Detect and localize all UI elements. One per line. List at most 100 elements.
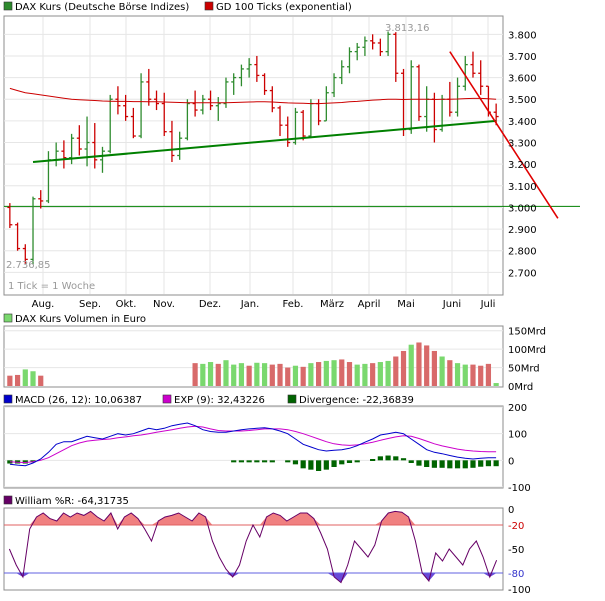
- volume-tick-label: 50Mrd: [508, 364, 540, 375]
- williams-tick-label: -80: [508, 569, 524, 580]
- volume-bar: [362, 363, 368, 386]
- divergence-bar: [292, 460, 299, 465]
- price-tick-label: 3.700: [508, 52, 537, 63]
- macd-tick-label: 200: [508, 403, 527, 414]
- divergence-bar: [478, 460, 484, 467]
- volume-bar: [400, 350, 407, 386]
- volume-tick-label: 100Mrd: [508, 345, 546, 356]
- legend-swatch-gd100: [204, 1, 214, 11]
- ohlc-bar: [231, 73, 237, 95]
- volume-bar: [493, 383, 499, 386]
- volume-bar: [14, 374, 21, 386]
- tick-note: 1 Tick = 1 Woche: [8, 281, 95, 292]
- legend-label-dax: DAX Kurs (Deutsche Börse Indizes): [15, 2, 189, 13]
- price-tick-label: 2.900: [508, 225, 537, 236]
- divergence-bar: [331, 460, 337, 467]
- divergence-bar: [462, 460, 468, 469]
- volume-bar: [269, 364, 275, 386]
- ohlc-bar: [146, 68, 152, 106]
- price-legend: DAX Kurs (Deutsche Börse Indizes) GD 100…: [3, 1, 352, 13]
- ohlc-bar: [346, 47, 352, 74]
- divergence-bar: [377, 456, 383, 461]
- gd100-line: [9, 87, 497, 105]
- volume-bar: [22, 369, 28, 386]
- volume-bar: [485, 363, 492, 386]
- legend-label-divergence: Divergence: -22,36839: [299, 395, 414, 406]
- ohlc-bar: [99, 146, 105, 173]
- divergence-bar: [485, 460, 492, 467]
- ohlc-bar: [215, 97, 221, 121]
- volume-bar: [292, 365, 299, 386]
- williams-line: [8, 510, 498, 584]
- price-tick-label: 2.700: [508, 268, 537, 279]
- signal-line: [9, 425, 497, 464]
- support-trendline: [32, 119, 497, 163]
- volume-bar: [339, 359, 345, 386]
- divergence-bar: [308, 460, 314, 470]
- ohlc-bar: [61, 140, 67, 169]
- price-tick-label: 3.000: [508, 203, 537, 214]
- month-tick-label: Juni: [442, 299, 461, 310]
- divergence-bar: [339, 460, 345, 465]
- month-tick-label: Sep.: [79, 299, 101, 310]
- ohlc-bar: [107, 94, 113, 154]
- volume-bar: [323, 360, 329, 386]
- williams-tick-label: -100: [508, 585, 531, 596]
- volume-bar: [207, 362, 214, 386]
- volume-bar: [238, 363, 245, 386]
- legend-swatch-exp: [162, 394, 172, 404]
- volume-bar: [454, 363, 461, 386]
- price-tick-label: 3.100: [508, 182, 537, 193]
- divergence-bar: [447, 460, 453, 469]
- ohlc-bar: [184, 99, 190, 141]
- legend-swatch-volume: [3, 313, 13, 323]
- divergence-bar: [385, 455, 391, 461]
- price-high-label: 3.813,16: [385, 23, 430, 34]
- month-tick-label: Okt.: [116, 299, 137, 310]
- divergence-bar: [323, 460, 329, 470]
- divergence-bar: [370, 459, 376, 461]
- macd-legend: MACD (26, 12): 10,06387 EXP (9): 32,4322…: [3, 394, 414, 406]
- price-tick-label: 2.800: [508, 247, 537, 258]
- ohlc-bar: [30, 196, 36, 265]
- ohlc-bar: [362, 36, 368, 56]
- macd-tick-label: 100: [508, 430, 527, 441]
- ohlc-bar: [262, 73, 268, 95]
- price-tick-label: 3.800: [508, 30, 537, 41]
- ohlc-bar: [200, 94, 206, 115]
- ohlc-bar: [339, 60, 345, 85]
- divergence-bar: [424, 460, 430, 467]
- legend-label-gd100: GD 100 Ticks (exponential): [216, 2, 352, 13]
- divergence-bar: [246, 460, 252, 463]
- price-tick-label: 3.300: [508, 139, 537, 150]
- volume-bar: [308, 363, 314, 386]
- volume-bar: [462, 364, 468, 386]
- ohlc-bar: [169, 120, 175, 162]
- ohlc-bar: [123, 94, 129, 121]
- volume-bar: [370, 363, 376, 386]
- volume-bar: [7, 375, 13, 386]
- ohlc-bar: [208, 90, 214, 111]
- price-tick-label: 3.500: [508, 95, 537, 106]
- volume-bar: [254, 362, 260, 386]
- volume-bar: [470, 364, 476, 386]
- price-low-label: 2.736,85: [6, 260, 51, 271]
- divergence-bar: [238, 460, 245, 463]
- ohlc-bar: [470, 51, 476, 78]
- volume-bar: [439, 356, 445, 386]
- volume-bar: [192, 363, 198, 386]
- price-tick-label: 3.200: [508, 160, 537, 171]
- divergence-bar: [254, 460, 260, 463]
- month-tick-label: Aug.: [32, 299, 55, 310]
- ohlc-bar: [416, 64, 422, 121]
- volume-bar: [431, 350, 437, 386]
- ohlc-bar: [192, 90, 198, 117]
- ohlc-bar: [161, 92, 167, 137]
- legend-label-macd: MACD (26, 12): 10,06387: [15, 395, 142, 406]
- volume-bar: [261, 363, 268, 386]
- divergence-bar: [269, 460, 275, 463]
- ohlc-bar: [177, 131, 183, 160]
- volume-bar: [300, 366, 306, 386]
- divergence-bar: [261, 460, 268, 463]
- macd-tick-label: 0: [508, 456, 514, 467]
